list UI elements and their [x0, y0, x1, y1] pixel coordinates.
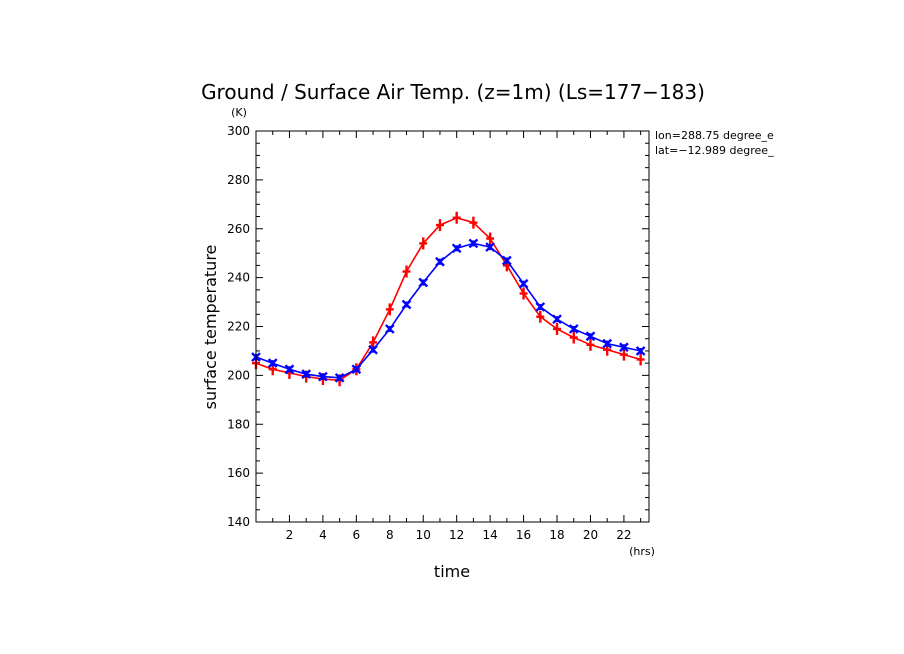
data-point-series-2: [334, 372, 345, 383]
data-point-series-2: [368, 344, 378, 355]
data-point-series-2: [552, 314, 562, 325]
lat-annotation: lat=−12.989 degree_: [655, 144, 774, 157]
data-point-series-2: [384, 324, 395, 334]
x-tick-label: 16: [516, 528, 531, 542]
data-point-series-2: [301, 369, 312, 380]
data-point-series-1: [369, 336, 378, 349]
data-point-series-1: [452, 211, 461, 224]
data-point-series-1: [586, 338, 595, 351]
series-layer: [251, 211, 646, 387]
series-line-1: [255, 216, 641, 382]
data-point-series-2: [635, 346, 646, 356]
x-tick-label: 2: [286, 528, 294, 542]
data-point-series-2: [267, 358, 278, 369]
x-tick-label: 6: [353, 528, 361, 542]
y-tick-label: 240: [227, 271, 250, 285]
data-point-series-2: [602, 338, 613, 349]
y-axis-label: surface temperature: [201, 245, 220, 410]
x-tick-label: 10: [416, 528, 431, 542]
data-point-series-2: [485, 242, 495, 252]
data-point-series-1: [636, 353, 645, 366]
data-point-series-2: [418, 277, 429, 288]
y-tick-label: 280: [227, 173, 250, 187]
data-point-series-1: [519, 287, 528, 300]
x-tick-label: 22: [616, 528, 631, 542]
data-point-series-2: [284, 364, 295, 375]
data-point-series-2: [502, 255, 512, 266]
y-tick-label: 200: [227, 368, 250, 382]
y-tick-label: 180: [227, 417, 250, 431]
y-tick-label: 220: [227, 320, 250, 334]
axes: 140 160 180 200 220 240 260 280 300 2 4 6 8 10 12 14 16 1…: [227, 124, 649, 542]
x-tick-label: 20: [583, 528, 598, 542]
data-point-series-1: [536, 310, 545, 323]
data-point-series-2: [351, 364, 362, 375]
x-unit-label: (hrs): [629, 545, 655, 558]
y-tick-label: 260: [227, 222, 250, 236]
data-point-series-1: [569, 331, 578, 344]
data-point-series-2: [535, 302, 546, 312]
data-point-series-2: [568, 324, 579, 334]
x-tick-label: 12: [449, 528, 464, 542]
data-point-series-2: [619, 342, 629, 353]
data-point-series-2: [518, 278, 529, 289]
x-tick-label: 4: [319, 528, 327, 542]
y-tick-label: 160: [227, 466, 250, 480]
y-tick-label: 140: [227, 515, 250, 529]
data-point-series-2: [451, 243, 462, 254]
data-point-series-1: [553, 322, 562, 335]
plot-frame: [255, 130, 650, 523]
data-point-series-1: [469, 216, 478, 229]
data-point-series-1: [619, 348, 628, 361]
data-point-series-2: [468, 238, 479, 249]
data-point-series-2: [435, 256, 445, 267]
x-tick-label: 14: [482, 528, 497, 542]
chart-title: Ground / Surface Air Temp. (z=1m) (Ls=17…: [201, 80, 705, 104]
data-point-series-2: [585, 331, 596, 342]
y-unit-label: (K): [231, 106, 247, 119]
data-point-series-1: [419, 237, 428, 250]
series-line-2: [255, 242, 641, 379]
data-point-series-2: [401, 299, 412, 310]
x-tick-label: 8: [386, 528, 394, 542]
data-point-series-2: [318, 371, 328, 382]
lon-annotation: lon=288.75 degree_e: [655, 129, 774, 142]
data-point-series-1: [402, 265, 411, 278]
data-point-series-1: [385, 303, 394, 316]
y-tick-label: 300: [227, 124, 250, 138]
data-point-series-1: [435, 219, 444, 232]
x-axis-label: time: [434, 562, 470, 581]
data-point-series-1: [486, 232, 495, 245]
x-tick-label: 18: [549, 528, 564, 542]
